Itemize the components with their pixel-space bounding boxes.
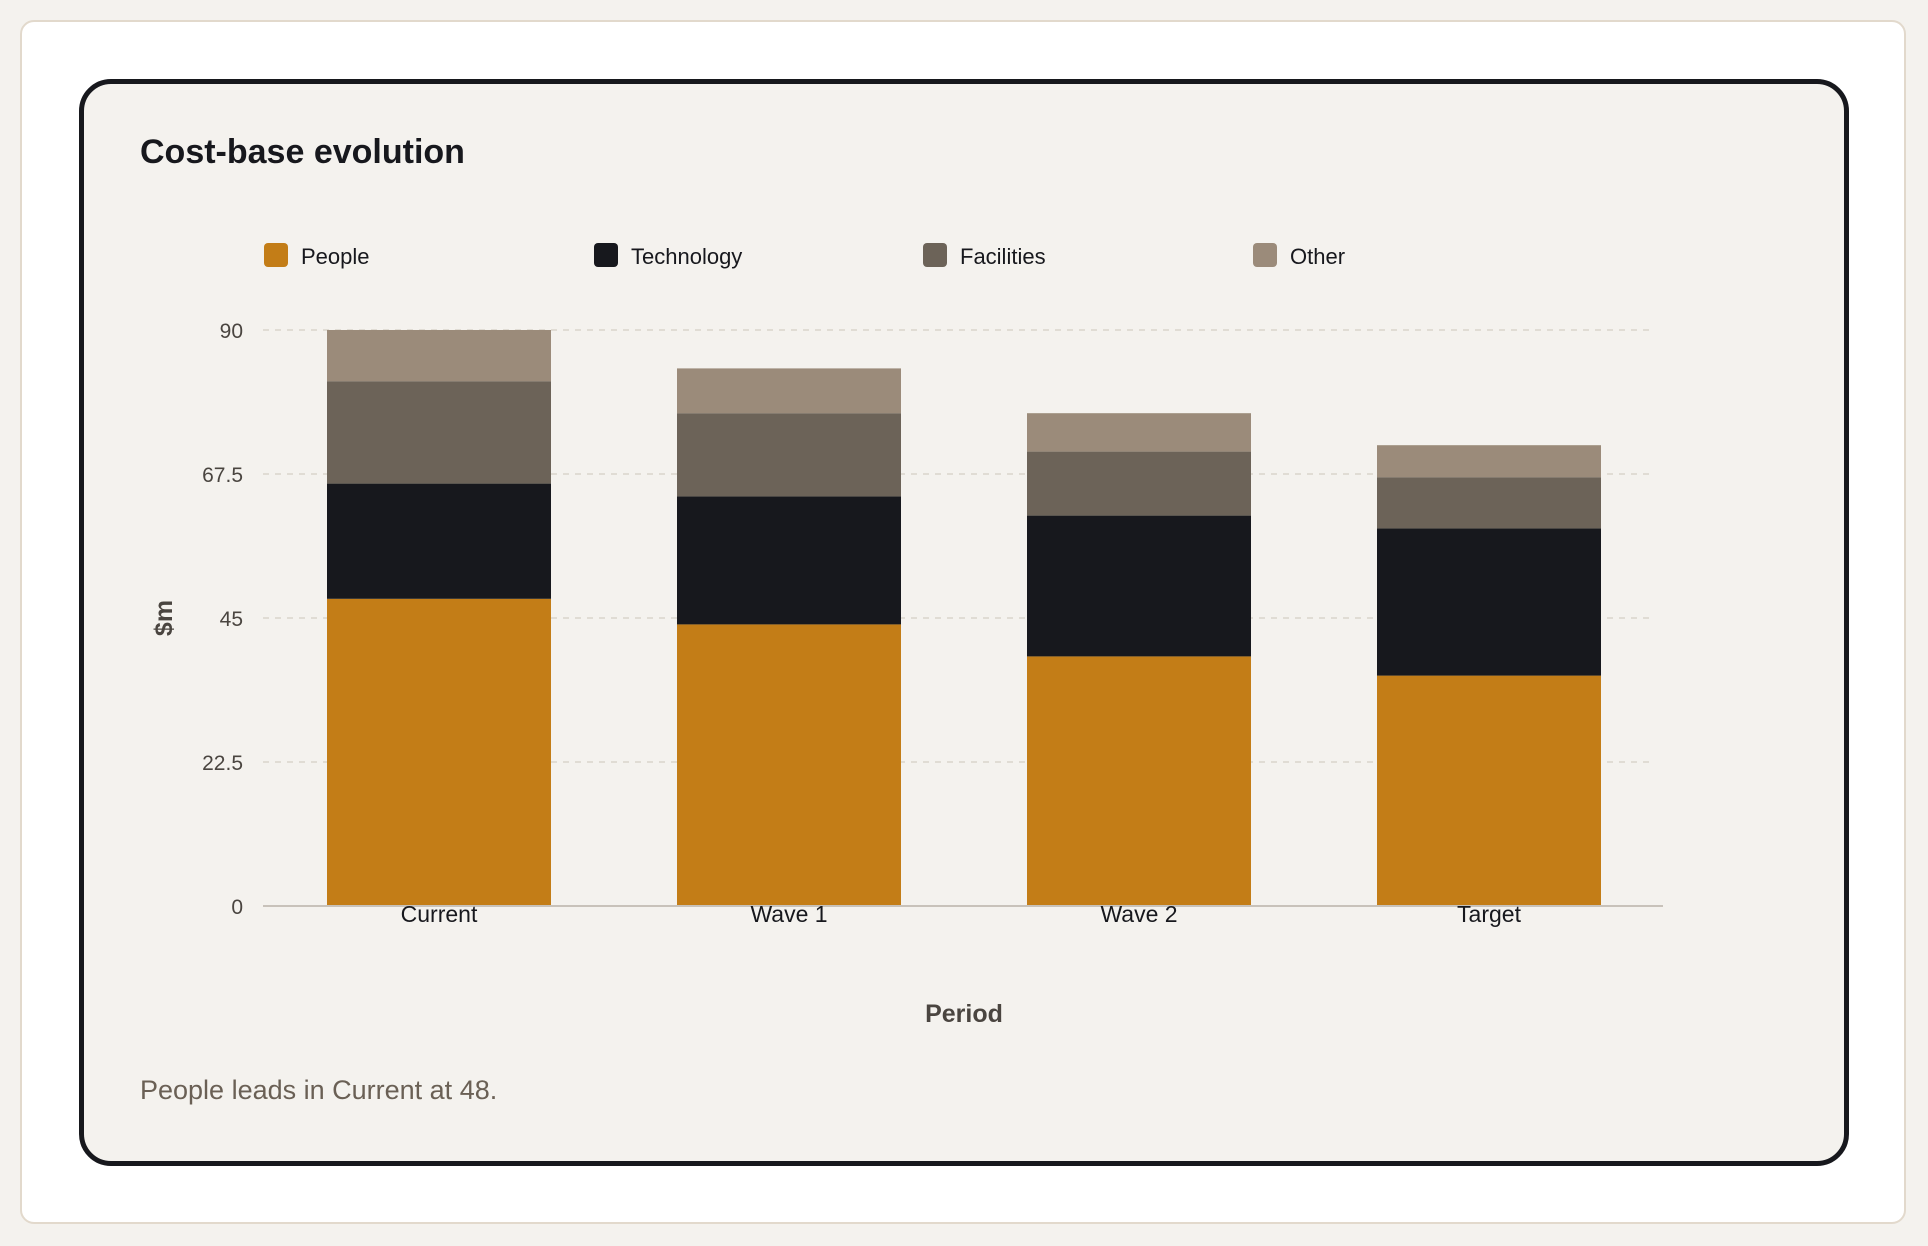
y-tick-label: 22.5 [202,752,243,775]
x-axis-label: Period [925,1000,1003,1028]
x-tick-label: Target [1457,901,1522,927]
bar-facilities-wave-1 [677,413,901,497]
bar-other-current [327,330,551,382]
bar-people-current [327,598,551,906]
x-tick-label: Current [401,901,478,927]
x-tick-label: Wave 1 [750,901,827,927]
bar-other-target [1377,445,1601,478]
x-axis-ticks: Current Wave 1 Wave 2 Target [401,901,1522,927]
bar-facilities-wave-2 [1027,451,1251,516]
legend-swatch [923,243,947,267]
bar-people-target [1377,675,1601,906]
legend-item-facilities: Facilities [923,243,1046,269]
legend-label: Other [1290,244,1345,269]
bar-technology-wave-1 [677,496,901,625]
y-tick-label: 0 [231,896,243,919]
bar-other-wave-2 [1027,413,1251,452]
legend-item-technology: Technology [594,243,742,269]
legend-label: People [301,244,370,269]
legend-label: Facilities [960,244,1046,269]
legend-item-other: Other [1253,243,1345,269]
legend-swatch [264,243,288,267]
chart-title: Cost-base evolution [140,133,465,171]
bar-people-wave-2 [1027,656,1251,906]
bar-facilities-target [1377,477,1601,529]
bars [327,330,1601,906]
x-tick-label: Wave 2 [1100,901,1177,927]
legend-item-people: People [264,243,370,269]
bar-technology-wave-2 [1027,515,1251,657]
chart-caption: People leads in Current at 48. [140,1075,498,1105]
bar-people-wave-1 [677,624,901,906]
y-tick-label: 45 [220,608,243,631]
y-tick-label: 67.5 [202,464,243,487]
bar-technology-current [327,483,551,599]
legend-swatch [1253,243,1277,267]
y-axis-ticks: 0 22.5 45 67.5 90 [202,320,243,919]
legend: People Technology Facilities Other [264,243,1345,269]
bar-facilities-current [327,381,551,484]
bar-technology-target [1377,528,1601,676]
y-axis-label: $m [150,600,178,636]
y-tick-label: 90 [220,320,243,343]
legend-swatch [594,243,618,267]
bar-other-wave-1 [677,368,901,414]
legend-label: Technology [631,244,742,269]
